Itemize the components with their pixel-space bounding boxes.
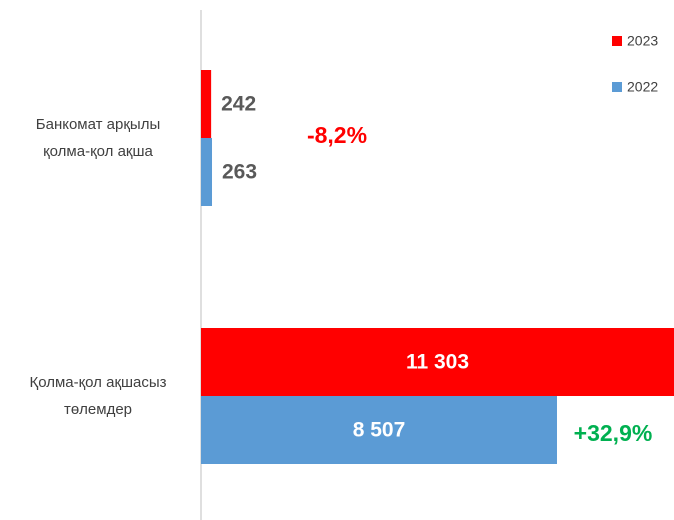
bar (201, 138, 213, 206)
bar (201, 328, 674, 396)
legend-swatch (612, 36, 622, 46)
legend-swatch (612, 82, 622, 92)
bar (201, 396, 557, 464)
category-label: қолма-қол ақша (43, 143, 153, 160)
bar (201, 70, 212, 138)
value-label: 242 (221, 93, 256, 116)
annotation: -8,2% (307, 122, 367, 148)
value-label: 263 (222, 161, 257, 184)
annotation: +32,9% (574, 420, 653, 446)
legend-label: 2022 (627, 79, 658, 95)
value-label: 11 303 (406, 351, 469, 374)
category-label: Банкомат арқылы (36, 116, 160, 133)
value-label: 8 507 (353, 419, 406, 442)
legend-label: 2023 (627, 33, 658, 49)
category-label: Қолма-қол ақшасыз (29, 374, 166, 391)
category-label: төлемдер (64, 401, 132, 418)
